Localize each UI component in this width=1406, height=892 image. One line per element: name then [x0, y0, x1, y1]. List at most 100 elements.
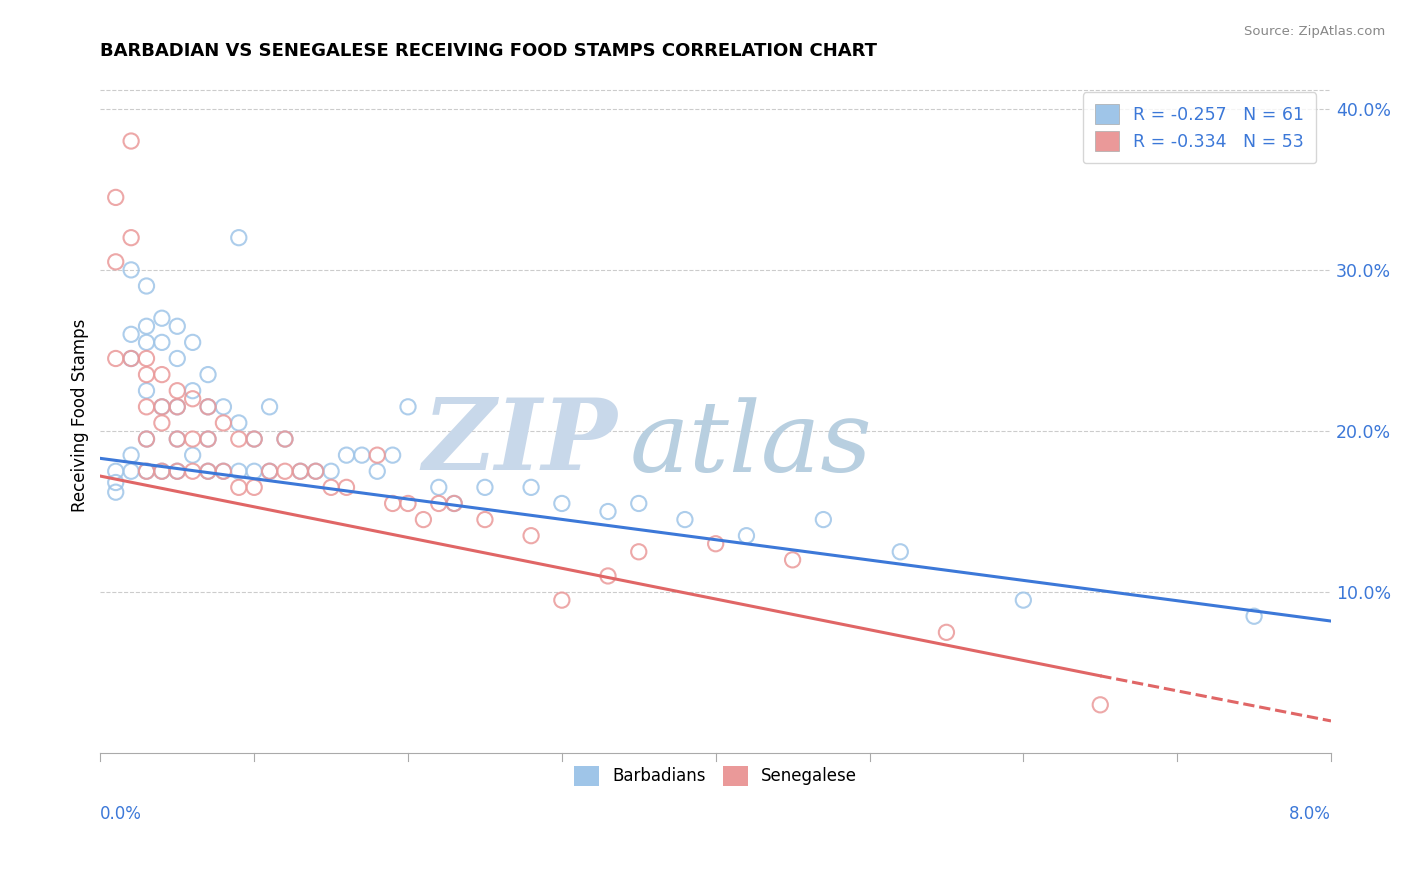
Point — [1012, 593, 1035, 607]
Point — [243, 480, 266, 494]
Text: BARBADIAN VS SENEGALESE RECEIVING FOOD STAMPS CORRELATION CHART: BARBADIAN VS SENEGALESE RECEIVING FOOD S… — [100, 42, 877, 60]
Point — [135, 368, 157, 382]
Point — [228, 432, 250, 446]
Point — [120, 351, 142, 366]
Point — [627, 496, 650, 510]
Point — [181, 384, 204, 398]
Legend: Barbadians, Senegalese: Barbadians, Senegalese — [568, 760, 863, 792]
Point — [935, 625, 957, 640]
Point — [150, 464, 173, 478]
Point — [135, 432, 157, 446]
Point — [166, 351, 188, 366]
Point — [135, 432, 157, 446]
Point — [782, 553, 804, 567]
Point — [228, 480, 250, 494]
Point — [551, 496, 574, 510]
Point — [197, 368, 219, 382]
Point — [181, 335, 204, 350]
Point — [212, 464, 235, 478]
Point — [596, 569, 619, 583]
Point — [381, 448, 404, 462]
Point — [350, 448, 373, 462]
Point — [474, 512, 496, 526]
Point — [135, 400, 157, 414]
Point — [274, 432, 297, 446]
Point — [135, 335, 157, 350]
Point — [520, 480, 543, 494]
Point — [197, 432, 219, 446]
Text: 8.0%: 8.0% — [1289, 805, 1331, 822]
Point — [474, 480, 496, 494]
Point — [120, 134, 142, 148]
Point — [290, 464, 312, 478]
Text: atlas: atlas — [630, 398, 872, 493]
Point — [259, 464, 281, 478]
Point — [243, 464, 266, 478]
Point — [335, 448, 357, 462]
Point — [166, 432, 188, 446]
Point — [274, 464, 297, 478]
Point — [319, 464, 342, 478]
Point — [197, 464, 219, 478]
Point — [1090, 698, 1112, 712]
Point — [366, 448, 388, 462]
Point — [319, 480, 342, 494]
Point — [150, 335, 173, 350]
Point — [813, 512, 835, 526]
Point — [735, 529, 758, 543]
Text: ZIP: ZIP — [422, 393, 617, 491]
Point — [596, 504, 619, 518]
Text: 0.0%: 0.0% — [100, 805, 142, 822]
Point — [197, 432, 219, 446]
Point — [135, 279, 157, 293]
Point — [150, 416, 173, 430]
Point — [181, 432, 204, 446]
Point — [181, 392, 204, 406]
Point — [396, 496, 419, 510]
Point — [135, 464, 157, 478]
Point — [120, 327, 142, 342]
Point — [228, 416, 250, 430]
Point — [150, 368, 173, 382]
Point — [228, 464, 250, 478]
Point — [104, 475, 127, 490]
Point — [259, 400, 281, 414]
Point — [212, 464, 235, 478]
Point — [120, 351, 142, 366]
Point — [135, 384, 157, 398]
Point — [1243, 609, 1265, 624]
Point — [150, 400, 173, 414]
Point — [150, 311, 173, 326]
Point — [305, 464, 328, 478]
Y-axis label: Receiving Food Stamps: Receiving Food Stamps — [72, 318, 89, 511]
Point — [427, 496, 450, 510]
Point — [181, 448, 204, 462]
Point — [704, 537, 727, 551]
Text: Source: ZipAtlas.com: Source: ZipAtlas.com — [1244, 25, 1385, 38]
Point — [166, 464, 188, 478]
Point — [166, 400, 188, 414]
Point — [443, 496, 465, 510]
Point — [274, 432, 297, 446]
Point — [197, 400, 219, 414]
Point — [290, 464, 312, 478]
Point — [412, 512, 434, 526]
Point — [259, 464, 281, 478]
Point — [305, 464, 328, 478]
Point — [381, 496, 404, 510]
Point — [104, 351, 127, 366]
Point — [335, 480, 357, 494]
Point — [197, 400, 219, 414]
Point — [135, 464, 157, 478]
Point — [120, 230, 142, 244]
Point — [104, 485, 127, 500]
Point — [166, 319, 188, 334]
Point — [396, 400, 419, 414]
Point — [889, 545, 911, 559]
Point — [104, 255, 127, 269]
Point — [135, 351, 157, 366]
Point — [243, 432, 266, 446]
Point — [166, 464, 188, 478]
Point — [150, 464, 173, 478]
Point — [166, 432, 188, 446]
